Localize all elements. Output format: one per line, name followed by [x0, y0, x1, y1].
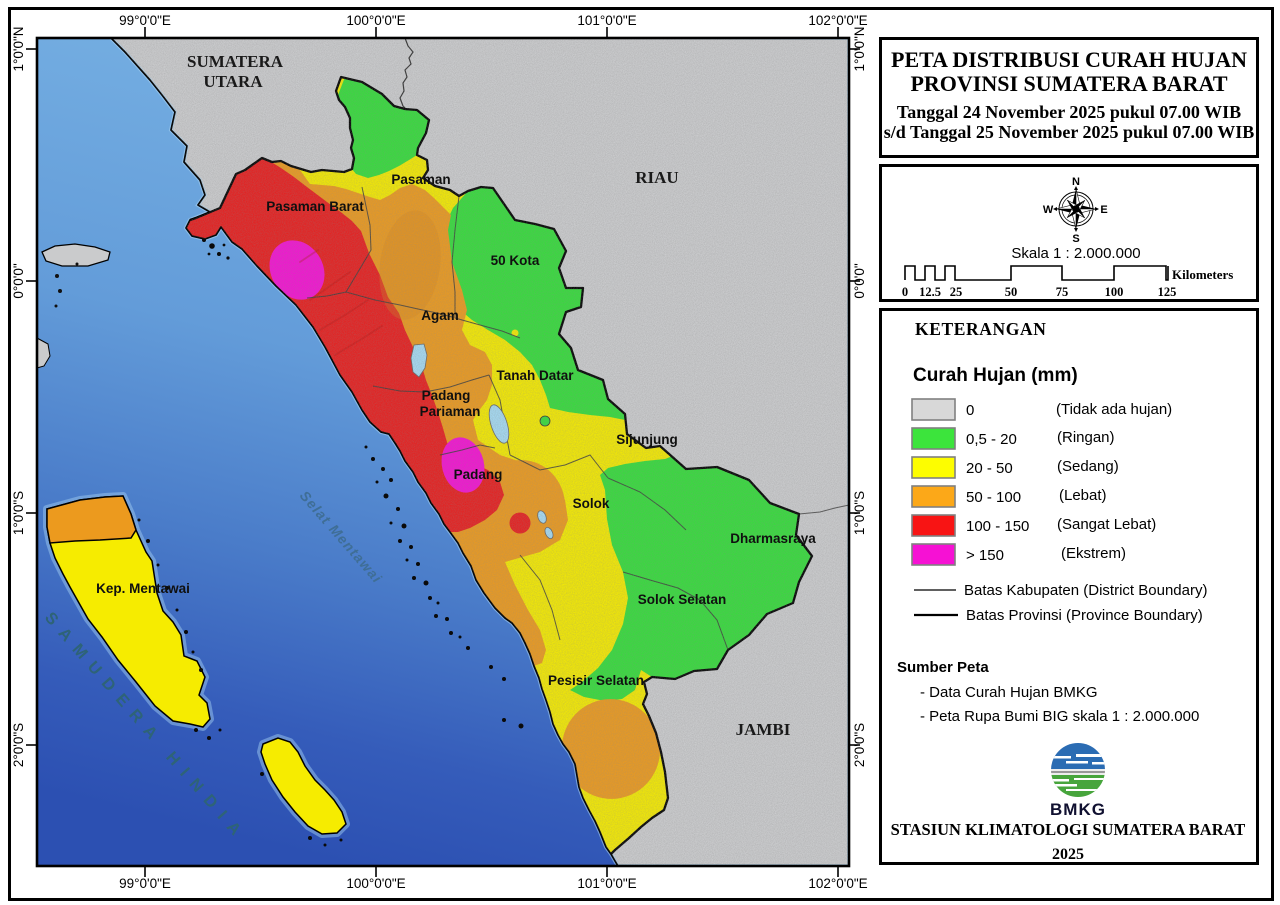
svg-text:100°0'0"E: 100°0'0"E: [346, 876, 405, 891]
svg-text:0°0'0": 0°0'0": [852, 263, 867, 299]
svg-text:0°0'0": 0°0'0": [11, 263, 26, 299]
svg-text:50 Kota: 50 Kota: [491, 253, 540, 268]
svg-text:UTARA: UTARA: [203, 72, 263, 91]
svg-text:Sijunjung: Sijunjung: [616, 432, 678, 447]
svg-text:W: W: [1043, 204, 1054, 216]
svg-text:99°0'0"E: 99°0'0"E: [119, 876, 171, 891]
svg-text:Pesisir Selatan: Pesisir Selatan: [548, 673, 644, 688]
svg-text:1°0'0"S: 1°0'0"S: [11, 491, 26, 535]
svg-text:25: 25: [950, 285, 963, 299]
svg-text:(Ekstrem): (Ekstrem): [1061, 545, 1126, 562]
svg-text:N: N: [1072, 176, 1080, 188]
svg-text:(Ringan): (Ringan): [1057, 429, 1115, 446]
svg-text:2°0'0"S: 2°0'0"S: [11, 723, 26, 767]
svg-text:BMKG: BMKG: [1050, 800, 1106, 819]
svg-text:Pariaman: Pariaman: [420, 404, 481, 419]
svg-text:Solok Selatan: Solok Selatan: [638, 592, 727, 607]
svg-text:125: 125: [1158, 285, 1177, 299]
svg-text:Padang: Padang: [454, 467, 503, 482]
svg-text:1°0'0"N: 1°0'0"N: [852, 26, 867, 71]
svg-text:20 - 50: 20 - 50: [966, 460, 1013, 477]
svg-text:Batas Provinsi (Province Bound: Batas Provinsi (Province Boundary): [966, 607, 1203, 624]
svg-text:0,5 - 20: 0,5 - 20: [966, 431, 1017, 448]
svg-text:(Sedang): (Sedang): [1057, 458, 1119, 475]
svg-text:100°0'0"E: 100°0'0"E: [346, 13, 405, 28]
svg-text:JAMBI: JAMBI: [736, 720, 791, 739]
svg-text:75: 75: [1056, 285, 1069, 299]
svg-text:Tanah Datar: Tanah Datar: [496, 368, 574, 383]
svg-text:50: 50: [1005, 285, 1018, 299]
svg-text:99°0'0"E: 99°0'0"E: [119, 13, 171, 28]
svg-text:Skala 1 : 2.000.000: Skala 1 : 2.000.000: [1011, 245, 1140, 262]
svg-text:S: S: [1072, 233, 1079, 245]
svg-text:0: 0: [902, 285, 908, 299]
svg-text:2°0'0"S: 2°0'0"S: [852, 723, 867, 767]
svg-text:Padang: Padang: [422, 388, 471, 403]
svg-text:SUMATERA: SUMATERA: [187, 52, 284, 71]
svg-text:Solok: Solok: [573, 496, 610, 511]
svg-text:1°0'0"N: 1°0'0"N: [11, 26, 26, 71]
svg-text:50 - 100: 50 - 100: [966, 489, 1021, 506]
svg-text:101°0'0"E: 101°0'0"E: [577, 13, 636, 28]
svg-text:(Lebat): (Lebat): [1059, 487, 1107, 504]
svg-text:Dharmasraya: Dharmasraya: [730, 531, 816, 546]
svg-text:- Peta Rupa Bumi BIG skala 1 :: - Peta Rupa Bumi BIG skala 1 : 2.000.000: [920, 708, 1199, 725]
svg-text:Kep. Mentawai: Kep. Mentawai: [96, 581, 190, 596]
svg-text:- Data Curah Hujan BMKG: - Data Curah Hujan BMKG: [920, 684, 1098, 701]
svg-text:2025: 2025: [1052, 846, 1084, 862]
svg-text:101°0'0"E: 101°0'0"E: [577, 876, 636, 891]
svg-text:100: 100: [1105, 285, 1124, 299]
svg-text:Curah Hujan (mm): Curah Hujan (mm): [913, 365, 1078, 386]
svg-text:> 150: > 150: [966, 547, 1004, 564]
svg-text:102°0'0"E: 102°0'0"E: [808, 13, 867, 28]
svg-text:Sumber Peta: Sumber Peta: [897, 659, 989, 676]
svg-text:0: 0: [966, 402, 974, 419]
svg-text:Pasaman: Pasaman: [391, 172, 450, 187]
svg-text:RIAU: RIAU: [635, 168, 678, 187]
svg-text:(Sangat Lebat): (Sangat Lebat): [1057, 516, 1156, 533]
svg-text:102°0'0"E: 102°0'0"E: [808, 876, 867, 891]
svg-text:(Tidak ada hujan): (Tidak ada hujan): [1056, 401, 1172, 418]
svg-text:12.5: 12.5: [919, 285, 941, 299]
svg-text:Pasaman Barat: Pasaman Barat: [266, 199, 364, 214]
svg-text:Batas Kabupaten (District Boun: Batas Kabupaten (District Boundary): [964, 582, 1207, 599]
svg-text:100 - 150: 100 - 150: [966, 518, 1029, 535]
svg-text:STASIUN KLIMATOLOGI SUMATERA B: STASIUN KLIMATOLOGI SUMATERA BARAT: [891, 820, 1246, 839]
svg-text:Kilometers: Kilometers: [1172, 267, 1233, 282]
svg-text:1°0'0"S: 1°0'0"S: [852, 491, 867, 535]
svg-text:E: E: [1100, 204, 1107, 216]
svg-text:KETERANGAN: KETERANGAN: [915, 319, 1046, 339]
svg-text:Agam: Agam: [421, 308, 459, 323]
